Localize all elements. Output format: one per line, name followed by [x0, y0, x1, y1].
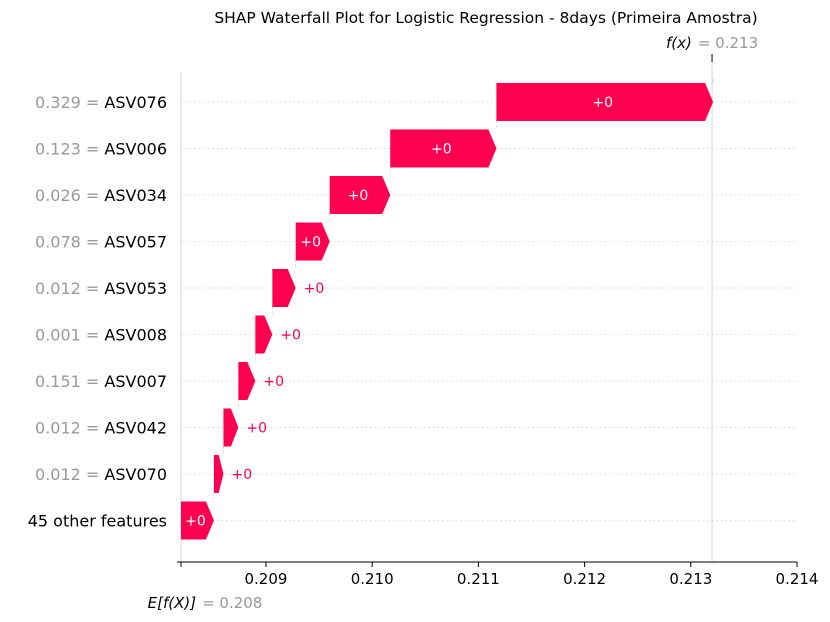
feature-value: 0.012 = — [35, 279, 104, 298]
feature-label: 45 other features — [28, 512, 167, 531]
feature-name: ASV070 — [104, 465, 167, 484]
bar-value-label: +0 — [246, 421, 267, 437]
bar-value-label: +0 — [263, 374, 284, 390]
final-value-prefix: f(x) — [666, 34, 692, 52]
x-tick-label: 0.211 — [457, 570, 500, 588]
base-value-prefix: E[f(X)] — [148, 594, 197, 612]
waterfall-bar — [213, 455, 224, 493]
waterfall-bar — [272, 269, 296, 307]
feature-value: 0.078 = — [35, 233, 104, 252]
final-value-annotation: f(x) = 0.213 — [666, 34, 758, 52]
feature-label: 0.012 = ASV053 — [35, 279, 167, 298]
feature-name: 45 other features — [28, 512, 167, 531]
feature-name: ASV007 — [104, 372, 167, 391]
x-tick-label: 0.214 — [776, 570, 819, 588]
bar-value-label: +0 — [431, 142, 452, 158]
feature-label: 0.078 = ASV057 — [35, 233, 167, 252]
feature-label: 0.123 = ASV006 — [35, 140, 167, 159]
feature-label: 0.012 = ASV042 — [35, 419, 167, 438]
feature-value: 0.123 = — [35, 140, 104, 159]
bars: +0 +0 +0 +0 +0 +0 +0 +0 +0 +0 — [181, 83, 714, 540]
feature-value: 0.151 = — [35, 372, 104, 391]
feature-value: 0.012 = — [35, 419, 104, 438]
feature-value: 0.001 = — [35, 326, 104, 345]
waterfall-bar — [223, 408, 239, 447]
feature-label: 0.151 = ASV007 — [35, 372, 167, 391]
bar-value-label: +0 — [185, 514, 206, 530]
feature-value: 0.012 = — [35, 465, 104, 484]
x-tick-label: 0.212 — [563, 570, 606, 588]
annotations: f(x) = 0.213 E[f(X)] = 0.208 — [148, 34, 758, 612]
waterfall-bar — [295, 222, 330, 261]
bar-value-label: +0 — [348, 188, 369, 204]
final-value-number: = 0.213 — [698, 34, 758, 52]
feature-value: 0.026 = — [35, 186, 104, 205]
bar-value-label: +0 — [304, 281, 325, 297]
waterfall-bar — [496, 83, 714, 121]
feature-name: ASV053 — [104, 279, 167, 298]
waterfall-bar — [255, 315, 273, 354]
base-value-annotation: E[f(X)] = 0.208 — [148, 594, 263, 612]
waterfall-bar — [181, 501, 214, 540]
x-tick-label: 0.209 — [244, 570, 287, 588]
bar-value-label: +0 — [300, 235, 321, 251]
x-tick-label: 0.210 — [351, 570, 394, 588]
waterfall-bar — [390, 129, 497, 168]
bar-value-label: +0 — [231, 467, 252, 483]
x-tick-label: 0.213 — [669, 570, 712, 588]
feature-label: 0.001 = ASV008 — [35, 326, 167, 345]
feature-name: ASV034 — [104, 186, 167, 205]
feature-name: ASV008 — [104, 326, 167, 345]
feature-labels: 0.329 = ASV076 0.123 = ASV006 0.026 = ASV0… — [28, 93, 167, 531]
feature-value: 0.329 = — [35, 93, 104, 112]
x-axis: 0.209 0.210 0.211 0.212 0.213 0.214 — [177, 561, 819, 588]
feature-label: 0.026 = ASV034 — [35, 186, 167, 205]
base-value-number: = 0.208 — [202, 594, 262, 612]
value-reference-lines — [180, 54, 714, 562]
feature-name: ASV042 — [104, 419, 167, 438]
feature-name: ASV076 — [104, 93, 167, 112]
feature-name: ASV057 — [104, 233, 167, 252]
bar-value-label: +0 — [592, 95, 613, 111]
bar-value-label: +0 — [280, 328, 301, 344]
feature-name: ASV006 — [104, 140, 167, 159]
feature-label: 0.329 = ASV076 — [35, 93, 167, 112]
waterfall-bar — [329, 176, 391, 214]
feature-label: 0.012 = ASV070 — [35, 465, 167, 484]
chart-title: SHAP Waterfall Plot for Logistic Regress… — [214, 9, 757, 27]
waterfall-bar — [238, 362, 256, 400]
